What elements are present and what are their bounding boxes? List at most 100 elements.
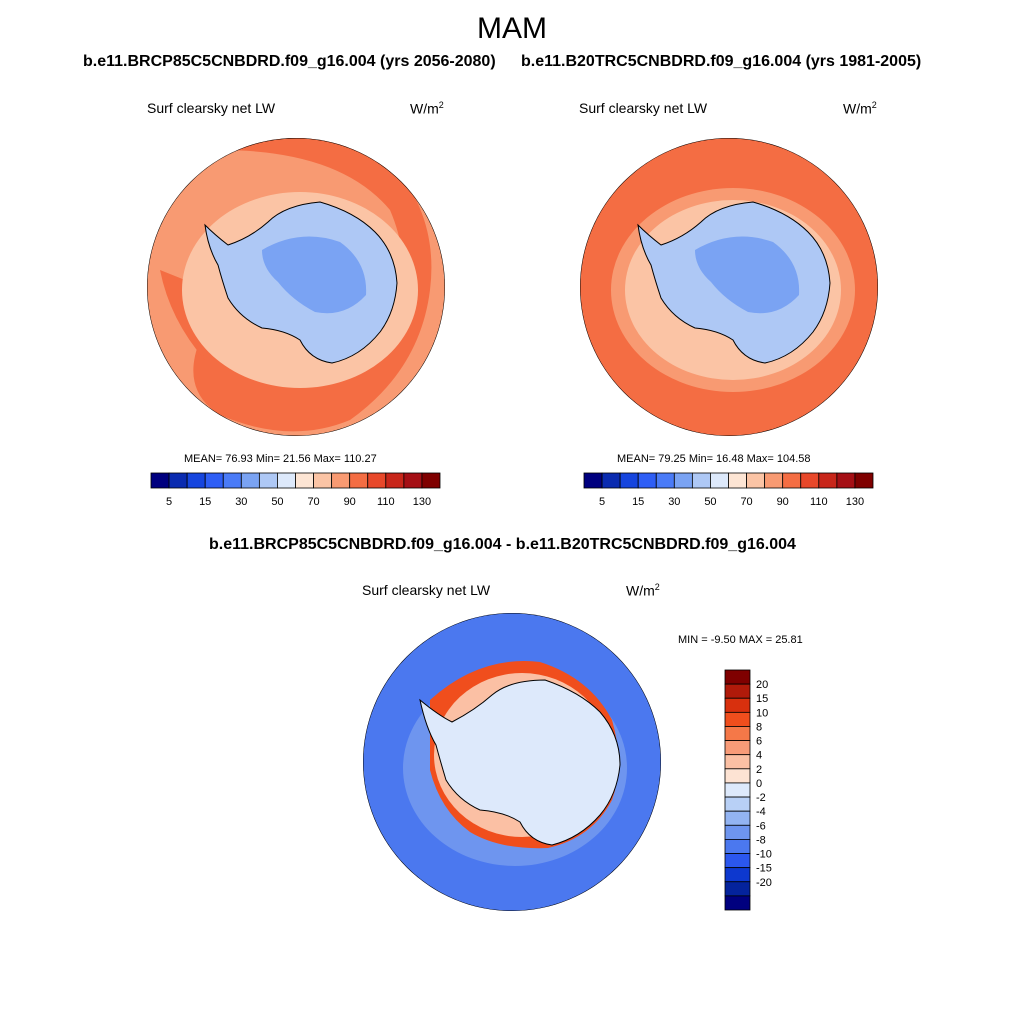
colorbar-tick-label: 50 <box>271 496 283 508</box>
colorbar-box <box>854 472 874 489</box>
colorbar-box <box>331 472 351 489</box>
colorbar-box <box>313 472 333 489</box>
colorbar-box <box>168 472 188 489</box>
colorbar-box <box>724 754 751 770</box>
colorbar-box <box>724 824 751 840</box>
colorbar-box <box>710 472 729 489</box>
left-units: W/m2 <box>410 100 444 117</box>
colorbar-tick-label: -10 <box>756 849 772 861</box>
colorbar-box <box>691 472 711 489</box>
colorbar-tick-label: -20 <box>756 877 772 889</box>
colorbar-box <box>724 895 751 911</box>
colorbar-box <box>782 472 802 489</box>
colorbar-box <box>655 472 675 489</box>
colorbar-box <box>277 472 296 489</box>
diff-title: b.e11.BRCP85C5CNBDRD.f09_g16.004 - b.e11… <box>209 536 796 553</box>
colorbar-tick-label: 130 <box>413 496 431 508</box>
colorbar-tick-label: 50 <box>704 496 716 508</box>
colorbar-tick-label: 0 <box>756 778 762 790</box>
right-map <box>580 138 878 436</box>
colorbar-tick-label: 110 <box>377 496 395 508</box>
colorbar-box <box>724 669 751 685</box>
colorbar-tick-label: 5 <box>599 496 605 508</box>
figure-title: MAM <box>477 12 547 45</box>
diff-stats: MIN = -9.50 MAX = 25.81 <box>678 634 803 646</box>
colorbar-box <box>601 472 621 489</box>
colorbar-box <box>583 472 603 489</box>
colorbar-box <box>724 726 751 741</box>
colorbar-tick-label: 30 <box>235 496 247 508</box>
colorbar-tick-label: 30 <box>668 496 680 508</box>
colorbar-box <box>724 867 751 883</box>
colorbar-box <box>836 472 856 489</box>
colorbar-box <box>724 810 751 826</box>
colorbar-box <box>724 711 751 727</box>
colorbar-box <box>673 472 693 489</box>
colorbar-tick-label: 15 <box>199 496 211 508</box>
colorbar-tick-label: 15 <box>632 496 644 508</box>
right-variable-label: Surf clearsky net LW <box>579 100 708 116</box>
colorbar-box <box>403 472 423 489</box>
left-stats: MEAN= 76.93 Min= 21.56 Max= 110.27 <box>184 453 377 465</box>
right-units: W/m2 <box>843 100 877 117</box>
colorbar-box <box>240 472 260 489</box>
colorbar-box <box>764 472 784 489</box>
colorbar-tick-label: 15 <box>756 693 768 705</box>
colorbar-box <box>728 472 747 489</box>
right-case-title: b.e11.B20TRC5CNBDRD.f09_g16.004 (yrs 198… <box>521 53 922 70</box>
colorbar-box <box>385 472 405 489</box>
colorbar-tick-label: 2 <box>756 764 762 776</box>
colorbar-box <box>186 472 206 489</box>
colorbar-tick-label: 90 <box>777 496 789 508</box>
colorbar-box <box>367 472 387 489</box>
diff-map-coast-line <box>419 679 621 846</box>
left-variable-label: Surf clearsky net LW <box>147 100 276 116</box>
colorbar-tick-label: 130 <box>846 496 864 508</box>
colorbar-box <box>295 472 314 489</box>
colorbar-tick-label: 5 <box>166 496 172 508</box>
colorbar-box <box>349 472 369 489</box>
colorbar-tick-label: 70 <box>740 496 752 508</box>
left-map-interior-low <box>262 236 367 314</box>
colorbar-box <box>222 472 242 489</box>
colorbar-tick-label: -8 <box>756 834 766 846</box>
colorbar-box <box>818 472 838 489</box>
colorbar-box <box>637 472 657 489</box>
colorbar-tick-label: 10 <box>756 707 768 719</box>
left-case-title: b.e11.BRCP85C5CNBDRD.f09_g16.004 (yrs 20… <box>83 53 496 70</box>
left-colorbar: 5 15 30 50 70 90 110 130 <box>150 472 441 508</box>
colorbar-tick-label: -6 <box>756 820 766 832</box>
colorbar-tick-label: 110 <box>810 496 828 508</box>
colorbar-tick-label: 70 <box>307 496 319 508</box>
colorbar-box <box>724 697 751 713</box>
colorbar-box <box>724 683 751 699</box>
right-colorbar: 5 15 30 50 70 90 110 130 <box>583 472 874 508</box>
right-map-coast-line <box>637 201 831 364</box>
colorbar-box <box>724 853 751 869</box>
diff-variable-label: Surf clearsky net LW <box>362 582 491 598</box>
colorbar-box <box>724 796 751 812</box>
colorbar-box <box>800 472 820 489</box>
diff-map <box>363 613 661 911</box>
colorbar-tick-label: 20 <box>756 679 768 691</box>
colorbar-box <box>724 881 751 897</box>
colorbar-box <box>746 472 766 489</box>
colorbar-box <box>724 782 751 798</box>
colorbar-box <box>724 740 751 756</box>
colorbar-box <box>724 839 751 854</box>
colorbar-tick-label: 90 <box>344 496 356 508</box>
colorbar-box <box>421 472 441 489</box>
left-map-west-band <box>160 270 205 360</box>
colorbar-box <box>150 472 170 489</box>
colorbar-box <box>724 768 751 784</box>
colorbar-tick-label: -4 <box>756 806 766 818</box>
colorbar-box <box>258 472 278 489</box>
colorbar-tick-label: 6 <box>756 736 762 748</box>
right-map-interior-low <box>695 236 800 314</box>
colorbar-tick-label: 4 <box>756 750 762 762</box>
diff-units: W/m2 <box>626 582 660 599</box>
colorbar-tick-label: 8 <box>756 721 762 733</box>
colorbar-tick-label: -2 <box>756 792 766 804</box>
